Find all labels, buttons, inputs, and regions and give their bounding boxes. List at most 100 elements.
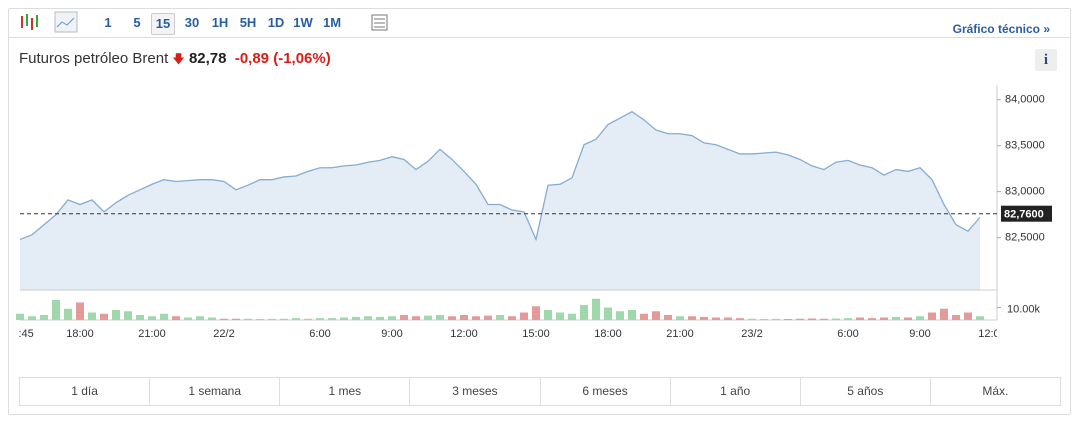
interval-button[interactable]: 1W	[293, 15, 313, 30]
volume-bar	[676, 316, 684, 320]
volume-bar	[124, 311, 132, 320]
range-button[interactable]: 1 año	[671, 378, 801, 405]
x-tick-label: 9:00	[909, 328, 930, 340]
volume-bar	[184, 317, 192, 320]
volume-bar	[196, 316, 204, 320]
volume-bar	[544, 310, 552, 320]
volume-bar	[976, 316, 984, 320]
volume-bar	[292, 318, 300, 320]
volume-bar	[484, 315, 492, 320]
area-fill	[20, 111, 980, 290]
area-icon[interactable]	[54, 11, 78, 35]
volume-bar	[400, 315, 408, 320]
interval-button[interactable]: 1M	[322, 15, 342, 30]
volume-bar	[388, 316, 396, 320]
volume-bar	[508, 316, 516, 320]
volume-bar	[892, 316, 900, 320]
volume-bar	[856, 317, 864, 320]
volume-bar	[796, 318, 804, 320]
y-tick-label: 82,5000	[1005, 232, 1045, 244]
volume-bar	[664, 315, 672, 320]
range-button[interactable]: 1 semana	[150, 378, 281, 405]
volume-bar	[940, 308, 948, 320]
candle-icon[interactable]	[18, 8, 48, 37]
x-tick-label: 23/2	[741, 328, 762, 340]
volume-bar	[136, 315, 144, 320]
volume-bar	[16, 313, 24, 320]
volume-bar	[160, 313, 168, 320]
volume-bar	[604, 307, 612, 320]
x-tick-label: 12:00	[450, 328, 478, 340]
interval-button[interactable]: 1	[104, 15, 112, 30]
range-button[interactable]: Máx.	[982, 384, 1009, 398]
chart: Investing.com82,500083,000083,500084,000…	[16, 85, 1052, 340]
volume-bar	[220, 318, 228, 320]
toolbar: 1 5 15 30 1H 5H 1D 1W 1M Gráfico técnico »	[8, 8, 1070, 38]
range-selector: 1 día 1 semana 1 mes 3 meses 6 meses 1 año 5 a…	[19, 377, 1061, 406]
volume-bar	[244, 318, 252, 320]
y2-tick-label: 10.00k	[1007, 303, 1041, 315]
range-button[interactable]: 1 día	[20, 378, 151, 405]
volume-bar	[952, 315, 960, 320]
volume-bar	[808, 318, 816, 320]
volume-bar	[364, 316, 372, 320]
y-tick-label: 83,0000	[1005, 186, 1045, 198]
volume-bar	[616, 311, 624, 320]
title: Futuros petróleo Brent	[19, 50, 169, 67]
volume-bar	[88, 312, 96, 320]
x-tick-label: 18:00	[594, 328, 622, 340]
volume-bar	[448, 316, 456, 320]
interval-button[interactable]: 5H	[239, 15, 257, 30]
volume-bar	[844, 318, 852, 320]
volume-bar	[724, 317, 732, 320]
range-button[interactable]: 3 meses	[410, 378, 541, 405]
volume-bar	[592, 298, 600, 320]
interval-button[interactable]: 1H	[211, 15, 229, 30]
volume-bar	[460, 315, 468, 320]
volume-bar	[172, 316, 180, 320]
technical-link[interactable]: Gráfico técnico »	[952, 22, 1050, 36]
volume-bar	[880, 317, 888, 320]
y-tick-label: 84,0000	[1005, 94, 1045, 106]
volume-bar	[76, 302, 84, 320]
volume-bar	[760, 319, 768, 320]
volume-bar	[112, 310, 120, 320]
volume-bar	[652, 311, 660, 320]
interval-button[interactable]: 15	[151, 13, 175, 35]
volume-bar	[832, 318, 840, 320]
volume-bar	[568, 313, 576, 320]
volume-bar	[784, 319, 792, 320]
down-arrow: 🡇	[172, 52, 185, 66]
range-button[interactable]: 5 años	[801, 378, 931, 405]
x-tick-label: 21:00	[138, 328, 166, 340]
volume-bar	[340, 317, 348, 320]
volume-bar	[256, 319, 264, 320]
table-icon[interactable]	[370, 13, 390, 33]
volume-bar	[148, 316, 156, 320]
info-button[interactable]: i	[1035, 49, 1057, 71]
volume-bar	[520, 312, 528, 320]
volume-bar	[640, 313, 648, 320]
interval-button[interactable]: 1D	[267, 15, 285, 30]
volume-bar	[580, 305, 588, 320]
volume-bar	[928, 312, 936, 320]
interval-button[interactable]: 5	[133, 15, 141, 30]
x-tick-label: 6:00	[309, 328, 330, 340]
volume-bar	[532, 306, 540, 320]
range-button[interactable]: 1 mes	[280, 378, 411, 405]
interval-button[interactable]: 30	[184, 15, 200, 30]
volume-bar	[280, 318, 288, 320]
price-line	[19, 110, 981, 242]
volume-bar	[472, 316, 480, 320]
change-pct: (-1,06%)	[273, 50, 331, 67]
volume-bar	[352, 316, 360, 320]
volume-bar	[232, 318, 240, 320]
instrument-header: Futuros petróleo Brent 🡇 82,78 -0,89 (-1…	[19, 50, 331, 71]
change: -0,89	[234, 50, 270, 67]
range-button[interactable]: 6 meses	[541, 378, 671, 405]
volume-bar	[316, 318, 324, 320]
volume-bar	[496, 315, 504, 320]
volume-bar	[964, 312, 972, 320]
volume-bar	[208, 317, 216, 320]
